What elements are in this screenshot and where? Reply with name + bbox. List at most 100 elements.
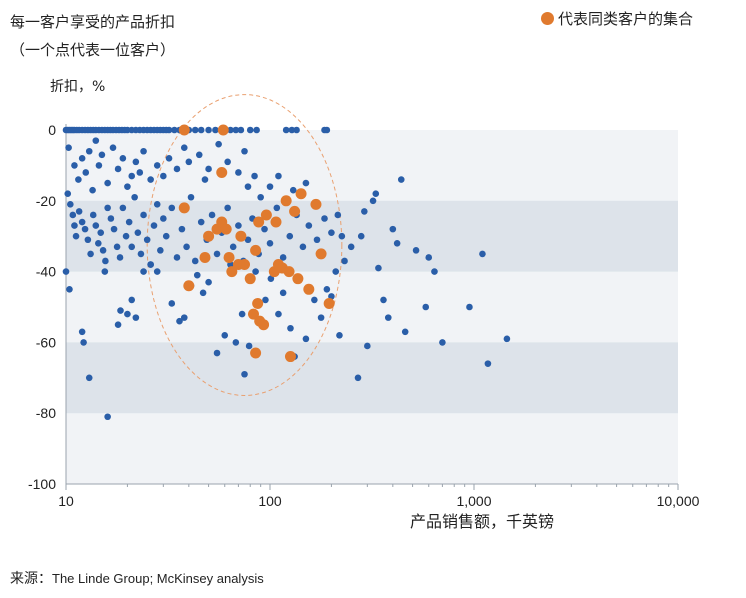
customer-point <box>101 268 109 275</box>
customer-point <box>431 268 438 275</box>
customer-point <box>124 310 131 318</box>
customer-point <box>132 158 140 166</box>
customer-point <box>197 218 205 226</box>
customer-point <box>311 296 318 304</box>
customer-point <box>150 222 158 229</box>
customer-point <box>279 289 287 297</box>
customer-point <box>273 204 281 212</box>
source-note: 来源：The Linde Group; McKinsey analysis <box>10 568 264 588</box>
customer-point <box>332 268 340 275</box>
customer-point <box>224 204 231 212</box>
customer-point <box>160 215 167 222</box>
customer-point <box>253 126 260 134</box>
customer-point <box>246 126 254 134</box>
customer-point <box>84 236 92 244</box>
customer-point <box>252 268 259 275</box>
customer-point <box>439 339 446 346</box>
cluster-point <box>203 230 215 242</box>
customer-point <box>165 155 173 162</box>
cluster-point <box>284 351 296 363</box>
customer-point <box>341 257 348 265</box>
customer-point <box>147 261 154 268</box>
customer-point <box>208 211 216 219</box>
x-axis-label: 产品销售额，千英镑 <box>410 512 555 531</box>
customer-point <box>78 155 86 162</box>
customer-point <box>375 264 382 272</box>
customer-point <box>114 321 122 329</box>
customer-point <box>205 126 212 134</box>
customer-point <box>193 271 201 279</box>
customer-point <box>288 126 296 134</box>
customer-point <box>201 176 209 183</box>
customer-point <box>92 137 100 144</box>
customer-point <box>173 165 181 173</box>
y-tick-label: -80 <box>36 405 56 421</box>
x-tick-label: 100 <box>258 493 282 509</box>
customer-point <box>213 250 221 258</box>
customer-point <box>323 286 331 293</box>
customer-point <box>140 211 147 219</box>
customer-point <box>168 204 176 212</box>
customer-point <box>262 296 269 304</box>
customer-point <box>113 243 121 251</box>
cluster-point <box>315 248 327 260</box>
customer-point <box>372 190 380 198</box>
customer-point <box>109 144 117 151</box>
customer-point <box>479 250 486 258</box>
customer-point <box>104 413 111 421</box>
cluster-point <box>289 205 301 217</box>
customer-point <box>67 201 74 208</box>
customer-point <box>71 222 78 229</box>
customer-point <box>85 147 93 155</box>
customer-point <box>114 165 122 173</box>
source-prefix: 来源： <box>10 571 52 587</box>
y-tick-label: -20 <box>36 193 56 209</box>
customer-point <box>235 169 242 176</box>
cluster-ellipse <box>146 94 343 396</box>
customer-point <box>275 310 282 318</box>
customer-point <box>357 232 365 240</box>
customer-point <box>75 208 83 215</box>
customer-point <box>157 247 164 254</box>
customer-point <box>119 204 127 212</box>
customer-point <box>338 232 346 240</box>
chart-legend: 代表同类客户的集合 <box>541 8 693 29</box>
customer-point <box>369 197 377 205</box>
customer-point <box>178 225 186 233</box>
customer-point <box>72 232 80 240</box>
customer-point <box>153 201 161 208</box>
customer-point <box>224 158 231 166</box>
customer-point <box>241 370 248 378</box>
legend-cluster-label: 代表同类客户的集合 <box>558 10 694 28</box>
customer-point <box>89 211 97 219</box>
customer-point <box>64 190 72 198</box>
cluster-point <box>239 259 251 271</box>
customer-point <box>153 162 161 169</box>
cluster-point <box>223 251 235 263</box>
customer-point <box>302 179 310 187</box>
customer-point <box>147 176 154 183</box>
cluster-point <box>283 266 295 278</box>
customer-point <box>78 218 86 226</box>
customer-point <box>397 176 405 183</box>
customer-point <box>282 126 290 134</box>
customer-point <box>401 328 409 336</box>
customer-point <box>171 126 178 134</box>
customer-point <box>122 232 130 240</box>
customer-point <box>183 243 190 251</box>
cluster-point <box>258 319 270 331</box>
cluster-point <box>295 188 307 200</box>
cluster-point <box>226 266 238 278</box>
customer-point <box>215 140 222 148</box>
customer-point <box>125 218 133 226</box>
customer-point <box>160 172 167 180</box>
customer-point <box>69 211 77 219</box>
cluster-point <box>216 166 228 178</box>
customer-point <box>227 126 234 134</box>
customer-point <box>117 307 124 314</box>
customer-point <box>317 314 325 321</box>
customer-point <box>97 229 105 236</box>
cluster-point <box>292 273 304 285</box>
customer-point <box>98 151 106 159</box>
